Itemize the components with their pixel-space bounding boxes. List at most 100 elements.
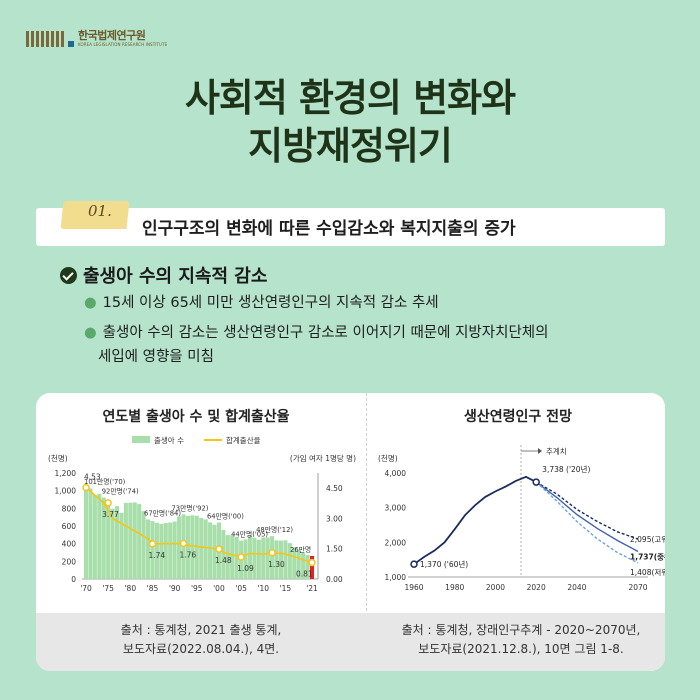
birth-bar (234, 536, 239, 579)
page-title: 사회적 환경의 변화와 지방재정위기 (0, 74, 700, 170)
x-tick-label: 2020 (527, 583, 546, 592)
tfr-point (308, 558, 316, 567)
section-bar (36, 208, 665, 246)
birth-bar (132, 502, 137, 579)
birth-value-label: 44만명('05) (231, 530, 268, 539)
x-tick-label: 2000 (486, 583, 505, 592)
tfr-point (179, 539, 188, 548)
birth-bar (292, 547, 297, 579)
y-axis-unit: (천명) (378, 453, 398, 463)
bullet-item: ● 출생아 수의 감소는 생산연령인구 감소로 이어지기 때문에 지방자치단체의 (84, 321, 548, 346)
birth-bar (185, 515, 190, 579)
right-tick-label: 0.00 (326, 575, 343, 584)
birth-bar (83, 490, 89, 579)
source-line: 출처 : 통계청, 장래인구추계 - 2020~2070년, (401, 623, 641, 637)
x-tick-label: 1980 (445, 583, 464, 592)
line-value-label: 2,095(고위) (630, 535, 665, 544)
birth-value-label: 67만명('84) (144, 508, 181, 517)
left-tick-label: 400 (62, 540, 77, 549)
logo-name: 한국법제연구원 (78, 29, 146, 42)
birth-bar (212, 524, 217, 579)
source-line: 출처 : 통계청, 2021 출생 통계, (120, 623, 282, 637)
peak-point (532, 478, 540, 486)
right-axis-unit: (가임 여자 1명당 명) (290, 453, 356, 463)
source-line: 보도자료(2022.08.04.), 4면. (122, 642, 280, 656)
x-tick-label: '10 (257, 584, 269, 593)
tfr-point (104, 499, 112, 507)
tfr-value-label: 0.81 (296, 570, 313, 579)
birth-value-label: 26만명 (290, 545, 311, 554)
birth-bar (301, 552, 306, 579)
birth-bar (296, 550, 301, 579)
x-tick-label: '15 (280, 584, 292, 593)
x-tick-label: '21 (306, 584, 318, 593)
logo: 한국법제연구원 KOREA LEGISLATION RESEARCH INSTI… (26, 30, 167, 47)
y-tick-label: 1,000 (385, 573, 407, 582)
card-divider (366, 393, 367, 671)
bullet-dot-icon: ● (84, 325, 97, 341)
left-tick-label: 1,200 (55, 469, 77, 478)
birth-bar (247, 535, 252, 579)
tfr-point (237, 553, 245, 561)
source-note-left: 출처 : 통계청, 2021 출생 통계, 보도자료(2022.08.04.),… (56, 621, 346, 659)
birth-bar (101, 497, 106, 579)
line-value-label: 1,737(중위) (630, 551, 665, 561)
left-tick-label: 600 (62, 522, 77, 531)
birth-bar (106, 501, 111, 579)
bullet-item: ● 15세 이상 65세 미만 생산연령인구의 지속적 감소 추세 (84, 291, 439, 316)
page-title-line2: 지방재정위기 (248, 124, 453, 168)
birth-value-label: 101만명('70) (84, 477, 126, 486)
birth-bar (110, 508, 115, 579)
line-value-label: 3,738 ('20년) (542, 464, 590, 474)
historical-line (413, 475, 537, 565)
left-tick-label: 200 (62, 557, 77, 566)
birth-bar (225, 535, 230, 579)
source-line: 보도자료(2021.12.8.), 10면 그림 1-8. (418, 642, 624, 656)
birth-bar (97, 493, 102, 579)
left-tick-label: 800 (62, 504, 77, 513)
x-tick-label: 2040 (567, 583, 586, 592)
birth-bar (283, 540, 288, 579)
left-axis-unit: (천명) (48, 453, 68, 463)
birth-bar (177, 516, 182, 579)
birth-bar (137, 504, 142, 579)
right-tick-label: 4.50 (326, 484, 343, 493)
legend-label: 합계출산율 (226, 435, 261, 445)
y-tick-label: 3,000 (385, 504, 407, 513)
left-tick-label: 1,000 (55, 487, 77, 496)
logo-mark-icon (26, 30, 74, 47)
x-tick-label: '00 (213, 584, 225, 593)
x-tick-label: '95 (191, 584, 203, 593)
bullet-dot-icon: ● (84, 295, 97, 311)
tfr-value-label: 3.77 (102, 510, 119, 519)
x-tick-label: '75 (102, 584, 114, 593)
tfr-value-label: 1.48 (215, 556, 232, 565)
tfr-value-label: 1.76 (179, 550, 196, 559)
line-value-label: 1,408(저위) (630, 568, 665, 577)
birth-bar (305, 554, 310, 579)
birth-bar (92, 494, 97, 579)
birth-bar (123, 502, 128, 579)
bullet-item-continuation: 세입에 영향을 미침 (98, 349, 214, 365)
start-point (410, 560, 418, 568)
source-note-right: 출처 : 통계청, 장래인구추계 - 2020~2070년, 보도자료(2021… (376, 621, 665, 659)
birth-bar (309, 555, 315, 579)
birth-bar (141, 511, 146, 579)
birth-bar (163, 523, 168, 579)
birth-bar (274, 540, 279, 579)
birth-bar (146, 519, 151, 579)
bullet-item-text: 15세 이상 65세 미만 생산연령인구의 지속적 감소 추세 (102, 295, 439, 311)
birth-bar (261, 537, 266, 579)
birth-bar (265, 537, 270, 579)
y-tick-label: 2,000 (385, 538, 407, 547)
birth-bar (230, 535, 235, 579)
birth-bar (172, 521, 177, 579)
tfr-point (82, 483, 90, 492)
birth-bar (243, 539, 248, 579)
logo-subtitle: KOREA LEGISLATION RESEARCH INSTITUTE (78, 42, 168, 47)
page-title-line1: 사회적 환경의 변화와 (184, 76, 516, 120)
card-footer (36, 613, 665, 671)
tfr-point (215, 545, 223, 553)
line-value-label: 1,370 ('60년) (420, 559, 468, 569)
